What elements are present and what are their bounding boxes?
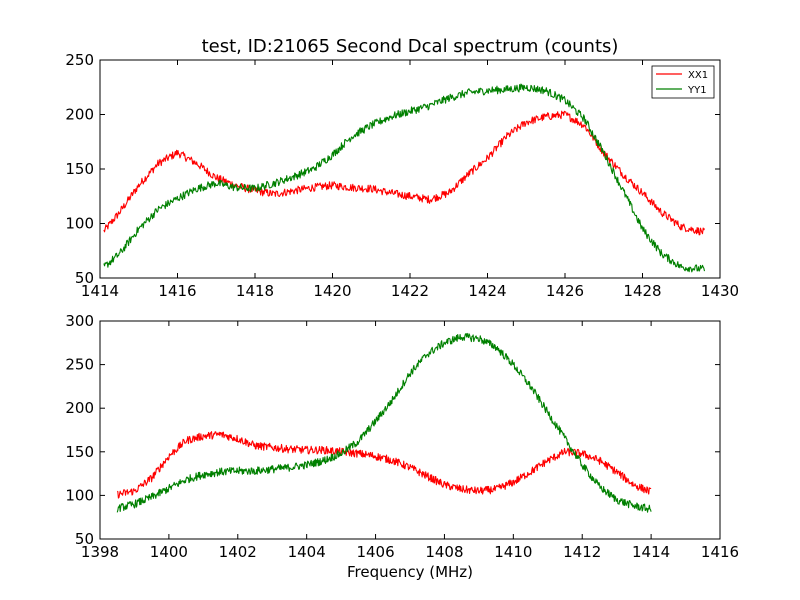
top-chart-ticks: 1414 1416 1418 1420 1422 1424 1426 1428 1430 50 10… [65, 51, 739, 300]
top-xtick-label: 1414 [81, 282, 119, 300]
top-xtick-label: 1418 [236, 282, 274, 300]
bottom-chart-lines [116, 332, 652, 513]
top-series-line-yy1 [103, 83, 706, 273]
bottom-series-line-green [116, 332, 652, 513]
bottom-ytick-label: 50 [75, 530, 94, 548]
bottom-xtick-label: 1412 [563, 543, 601, 561]
bottom-series-line-red [116, 431, 652, 499]
top-xtick-label: 1428 [623, 282, 661, 300]
legend-label-xx1: XX1 [688, 70, 708, 81]
bottom-chart-frame [99, 320, 721, 540]
bottom-ytick-label: 100 [65, 486, 94, 504]
top-xtick-label: 1430 [701, 282, 739, 300]
bottom-chart-ticks: 1398 1400 1402 1404 1406 1408 1410 1412 1414 1416… [65, 312, 739, 561]
top-xtick-label: 1424 [468, 282, 506, 300]
bottom-chart-xlabel: Frequency (MHz) [347, 563, 473, 581]
top-chart: test, ID:21065 Second Dcal spectrum (cou… [65, 36, 739, 300]
top-xtick-label: 1422 [391, 282, 429, 300]
bottom-xtick-label: 1410 [494, 543, 532, 561]
bottom-ytick-label: 150 [65, 443, 94, 461]
legend-label-yy1: YY1 [687, 85, 707, 96]
top-ytick-label: 200 [65, 106, 94, 124]
top-ytick-label: 150 [65, 160, 94, 178]
top-chart-title: test, ID:21065 Second Dcal spectrum (cou… [202, 36, 619, 57]
top-chart-lines [103, 83, 706, 273]
top-xtick-label: 1420 [313, 282, 351, 300]
bottom-ytick-label: 200 [65, 399, 94, 417]
top-ytick-label: 50 [75, 269, 94, 287]
bottom-xtick-label: 1416 [701, 543, 739, 561]
bottom-xtick-label: 1408 [425, 543, 463, 561]
top-xtick-label: 1416 [158, 282, 196, 300]
legend-box [651, 65, 715, 99]
top-ytick-label: 250 [65, 51, 94, 69]
top-ytick-label: 100 [65, 215, 94, 233]
bottom-xtick-label: 1404 [288, 543, 326, 561]
bottom-xtick-label: 1398 [81, 543, 119, 561]
bottom-xtick-label: 1406 [356, 543, 394, 561]
bottom-ytick-label: 250 [65, 356, 94, 374]
bottom-xtick-label: 1402 [219, 543, 257, 561]
bottom-xtick-label: 1400 [150, 543, 188, 561]
bottom-xtick-label: 1414 [632, 543, 670, 561]
top-xtick-label: 1426 [546, 282, 584, 300]
legend: XX1 YY1 [651, 65, 715, 99]
bottom-chart: 1398 1400 1402 1404 1406 1408 1410 1412 1414 1416… [65, 312, 739, 581]
bottom-ytick-label: 300 [65, 312, 94, 330]
